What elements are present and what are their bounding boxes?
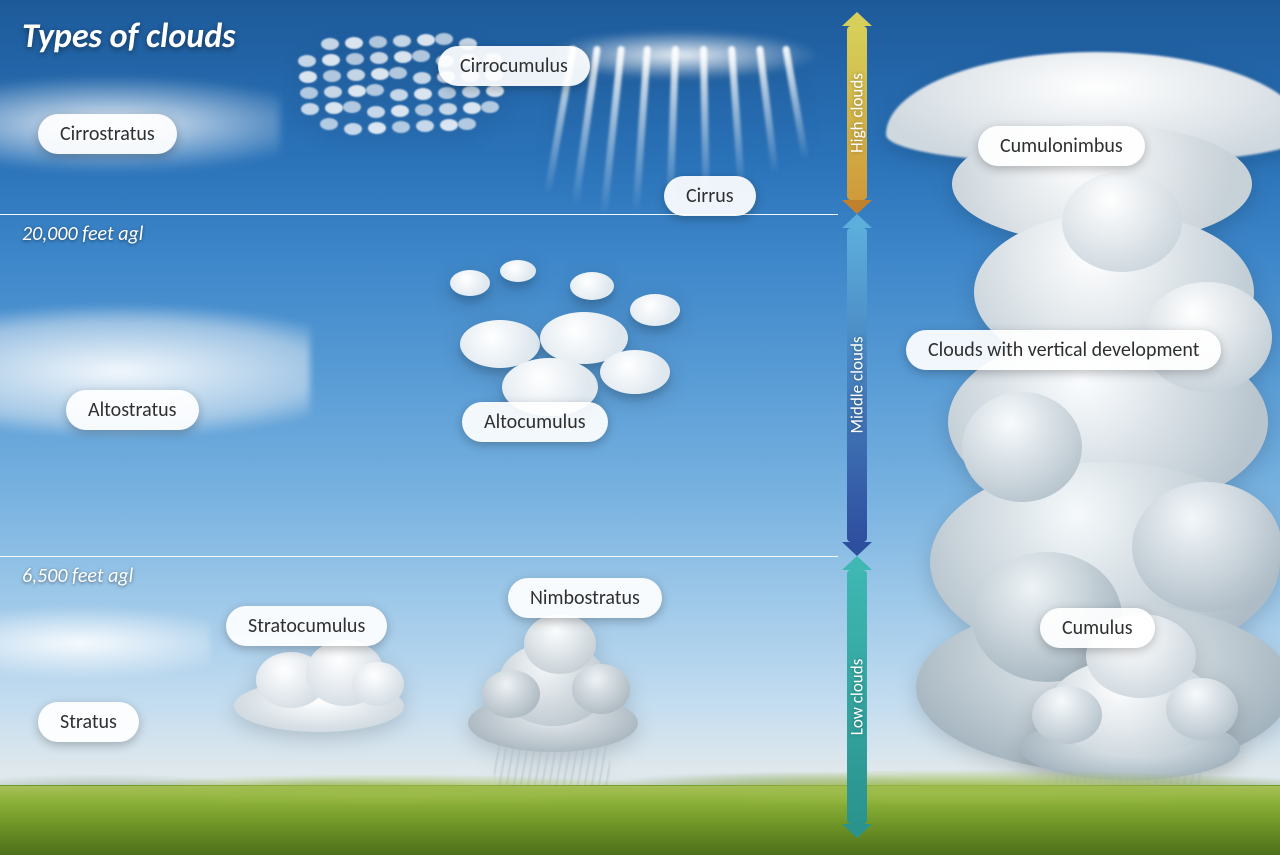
label-altostratus: Altostratus — [66, 390, 199, 430]
ground — [0, 785, 1280, 855]
label-altocumulus: Altocumulus — [462, 402, 608, 442]
altitude-band-label-high: High clouds — [847, 73, 868, 153]
altitude-label-20000: 20,000 feet agl — [22, 222, 143, 246]
cloud-stratocumulus — [234, 636, 404, 736]
label-nimbostratus: Nimbostratus — [508, 578, 662, 618]
diagram-title: Types of clouds — [22, 16, 236, 57]
altitude-line-6500 — [0, 556, 838, 557]
label-cirrus: Cirrus — [664, 176, 756, 216]
label-cumulus: Cumulus — [1040, 608, 1155, 648]
altitude-band-label-middle: Middle clouds — [847, 336, 868, 433]
cloud-altostratus — [0, 286, 310, 456]
label-cirrostratus: Cirrostratus — [38, 114, 177, 154]
label-cirrocumulus: Cirrocumulus — [438, 46, 590, 86]
altitude-band-middle: Middle clouds — [842, 214, 872, 556]
cloud-types-diagram: 20,000 feet agl 6,500 feet agl High clou… — [0, 0, 1280, 855]
altitude-label-6500: 6,500 feet agl — [22, 564, 133, 588]
cloud-cumulonimbus — [912, 52, 1280, 812]
altitude-band-low: Low clouds — [842, 556, 872, 838]
label-stratocumulus: Stratocumulus — [226, 606, 387, 646]
label-vertical_dev: Clouds with vertical development — [906, 330, 1221, 370]
altitude-band-label-low: Low clouds — [847, 659, 868, 736]
label-stratus: Stratus — [38, 702, 139, 742]
altitude-band-high: High clouds — [842, 12, 872, 214]
cloud-stratus — [0, 598, 210, 688]
label-cumulonimbus: Cumulonimbus — [978, 126, 1145, 166]
